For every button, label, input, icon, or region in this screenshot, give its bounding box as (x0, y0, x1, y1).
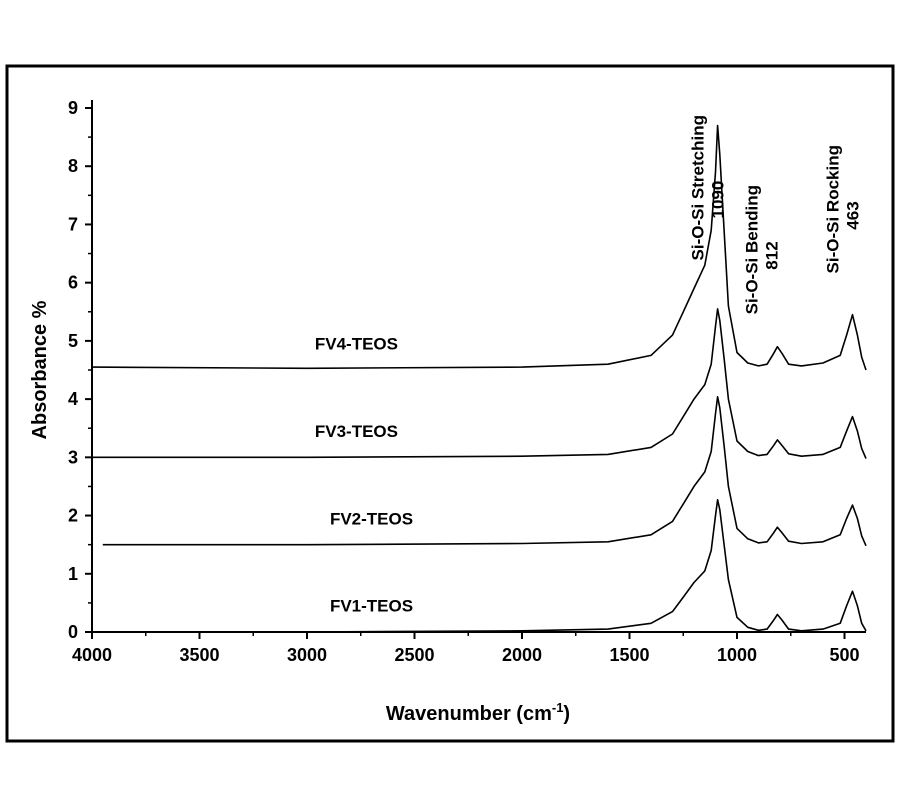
series-labels: FV1-TEOS FV2-TEOS FV3-TEOS FV4-TEOS (315, 335, 413, 616)
x-tick-label: 1500 (609, 645, 649, 665)
series-label: FV2-TEOS (330, 509, 413, 528)
annotation-wavenumber: 812 (762, 241, 781, 269)
chart-frame (5, 64, 895, 743)
annotation-label: Si-O-Si Stretching (689, 115, 708, 260)
x-tick-label: 2500 (394, 645, 434, 665)
series-line-fv2-teos (102, 395, 867, 547)
series-label: FV4-TEOS (315, 335, 398, 354)
x-tick-label: 3000 (287, 645, 327, 665)
y-axis-title: Absorbance % (29, 300, 51, 439)
y-tick-label: 4 (68, 389, 78, 409)
annotation-wavenumber: 1090 (709, 181, 728, 219)
peak-annotations: Si-O-Si Stretching 1090 Si-O-Si Bending 812… (689, 115, 863, 314)
series-line-fv4-teos (91, 124, 867, 371)
series-label: FV3-TEOS (315, 422, 398, 441)
annotation-label: Si-O-Si Bending (742, 185, 761, 314)
x-tick-label: 1000 (717, 645, 757, 665)
y-tick-label: 2 (68, 506, 78, 526)
axes: 0 1 2 3 4 5 6 7 8 9 4000 3500 3000 2500 2000 1500 1000 50… (68, 98, 866, 665)
annotation-label: Si-O-Si Rocking (823, 145, 842, 273)
annotation-wavenumber: 463 (843, 201, 862, 229)
x-tick-label: 2000 (502, 645, 542, 665)
peak-annotation: Si-O-Si Stretching 1090 (689, 115, 728, 260)
y-tick-label: 5 (68, 331, 78, 351)
y-tick-label: 9 (68, 98, 78, 118)
x-axis-title: Wavenumber (cm-1) (386, 700, 570, 725)
series-group (91, 124, 867, 633)
x-tick-label: 500 (829, 645, 859, 665)
series-label: FV1-TEOS (330, 597, 413, 616)
y-tick-label: 6 (68, 273, 78, 293)
x-tick-label: 3500 (179, 645, 219, 665)
y-tick-label: 0 (68, 622, 78, 642)
y-tick-label: 1 (68, 564, 78, 584)
y-tick-label: 3 (68, 447, 78, 467)
series-line-fv1-teos (92, 498, 867, 633)
peak-annotation: Si-O-Si Rocking 463 (823, 145, 862, 273)
x-tick-label: 4000 (72, 645, 112, 665)
peak-annotation: Si-O-Si Bending 812 (742, 185, 781, 314)
y-tick-label: 7 (68, 214, 78, 234)
y-tick-label: 8 (68, 156, 78, 176)
series-line-fv3-teos (92, 308, 867, 459)
